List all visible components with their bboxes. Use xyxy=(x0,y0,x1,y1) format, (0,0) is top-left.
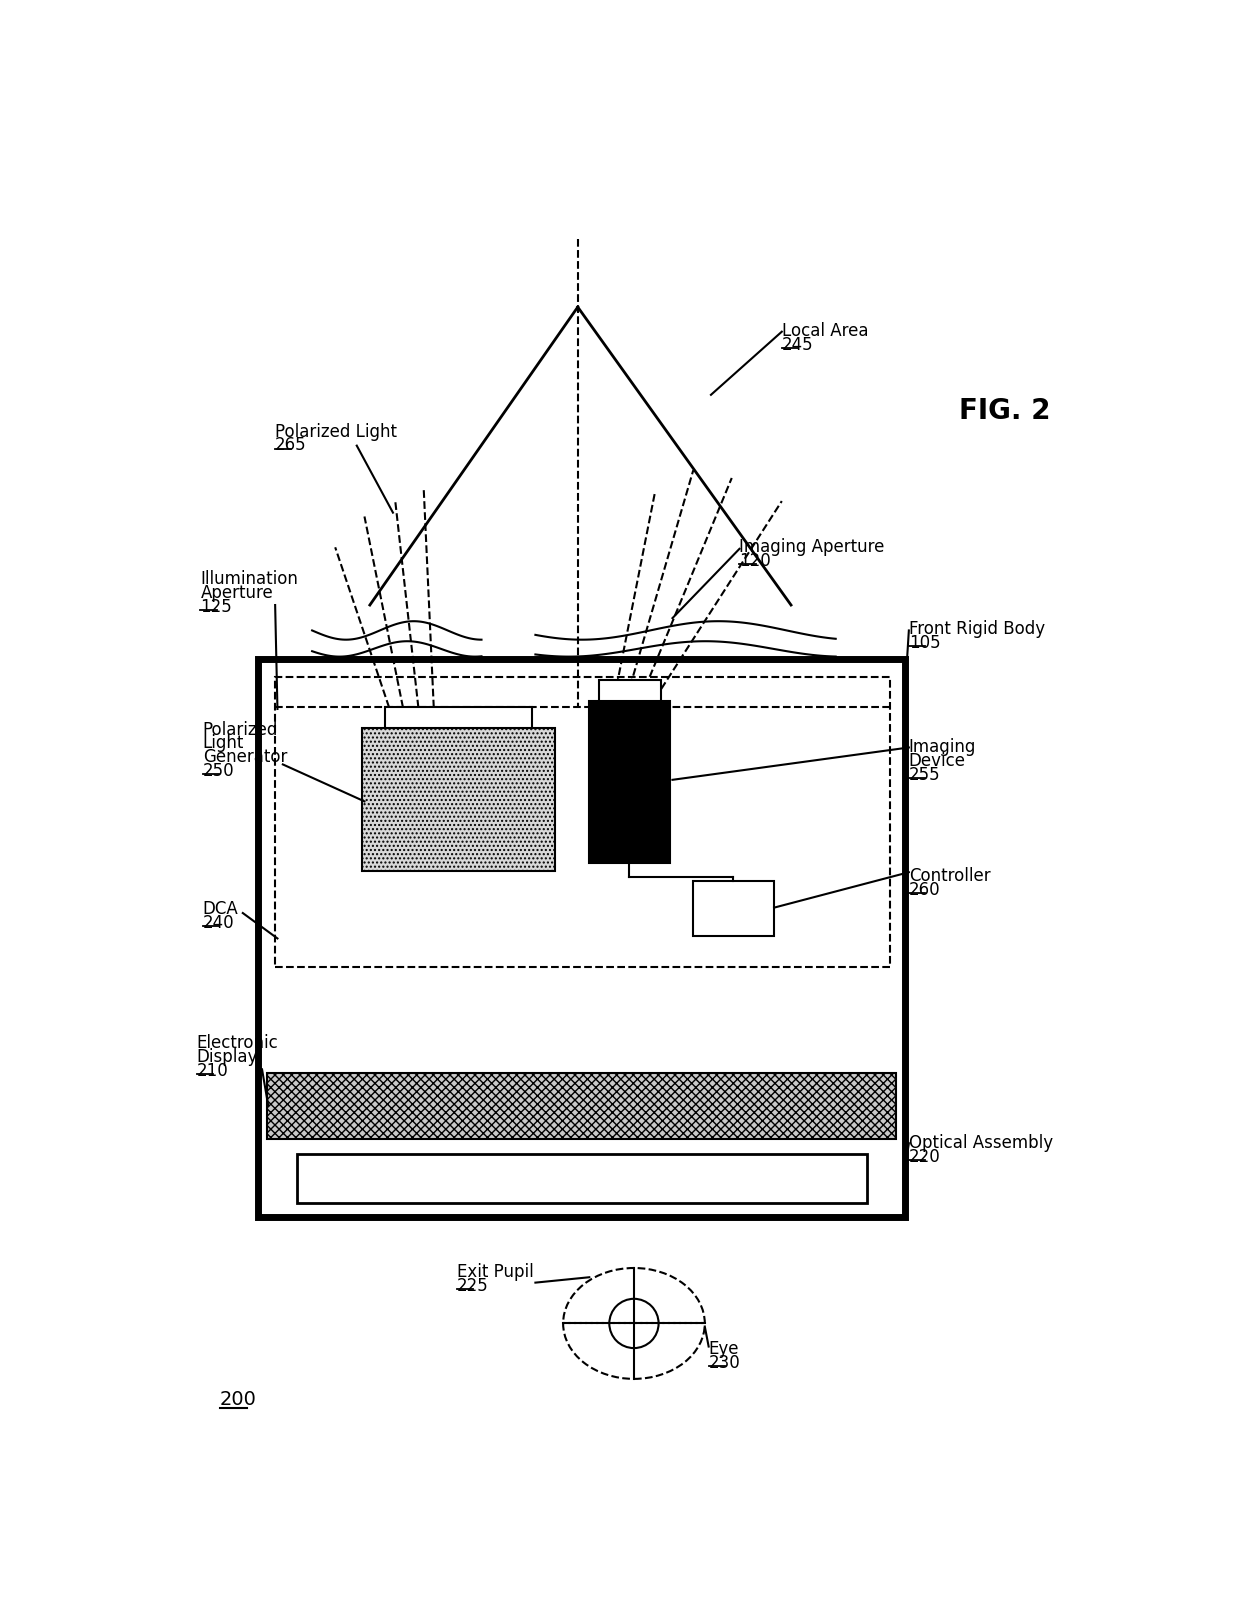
Text: Illumination: Illumination xyxy=(201,570,299,589)
Text: 125: 125 xyxy=(201,599,232,616)
Text: Imaging: Imaging xyxy=(909,739,976,756)
Text: 210: 210 xyxy=(197,1062,228,1080)
Text: 250: 250 xyxy=(203,763,234,780)
Text: Aperture: Aperture xyxy=(201,584,273,602)
Bar xyxy=(268,1073,895,1139)
Bar xyxy=(693,880,774,936)
Bar xyxy=(296,1154,867,1204)
Bar xyxy=(275,677,889,967)
Text: 105: 105 xyxy=(909,634,940,652)
Text: Eye: Eye xyxy=(708,1340,739,1358)
Text: 255: 255 xyxy=(909,766,940,784)
Text: Imaging Aperture: Imaging Aperture xyxy=(739,537,885,557)
Text: Exit Pupil: Exit Pupil xyxy=(456,1263,533,1281)
Text: 230: 230 xyxy=(708,1355,740,1372)
Text: Front Rigid Body: Front Rigid Body xyxy=(909,621,1045,639)
Text: Polarized: Polarized xyxy=(203,721,278,739)
Text: 220: 220 xyxy=(909,1147,941,1167)
Text: Optical Assembly: Optical Assembly xyxy=(909,1134,1053,1152)
Text: Display: Display xyxy=(197,1047,258,1065)
Text: FIG. 2: FIG. 2 xyxy=(959,397,1050,425)
Text: Device: Device xyxy=(909,751,966,771)
Text: Polarized Light: Polarized Light xyxy=(275,423,397,441)
Text: 120: 120 xyxy=(739,552,771,570)
Text: 225: 225 xyxy=(456,1278,489,1295)
Text: DCA: DCA xyxy=(203,899,238,919)
Text: Local Area: Local Area xyxy=(781,322,868,341)
Text: 200: 200 xyxy=(219,1390,257,1409)
Bar xyxy=(362,729,554,870)
Text: Controller: Controller xyxy=(909,867,991,885)
Bar xyxy=(599,679,661,702)
Text: Generator: Generator xyxy=(203,748,288,766)
Bar xyxy=(386,706,532,729)
Text: 240: 240 xyxy=(203,914,234,932)
Bar xyxy=(258,660,905,1216)
Text: 245: 245 xyxy=(781,336,813,354)
Text: 265: 265 xyxy=(275,436,306,454)
Text: Electronic: Electronic xyxy=(197,1035,278,1052)
Text: 260: 260 xyxy=(909,880,940,899)
Bar xyxy=(589,702,670,862)
Text: Light: Light xyxy=(203,734,244,753)
